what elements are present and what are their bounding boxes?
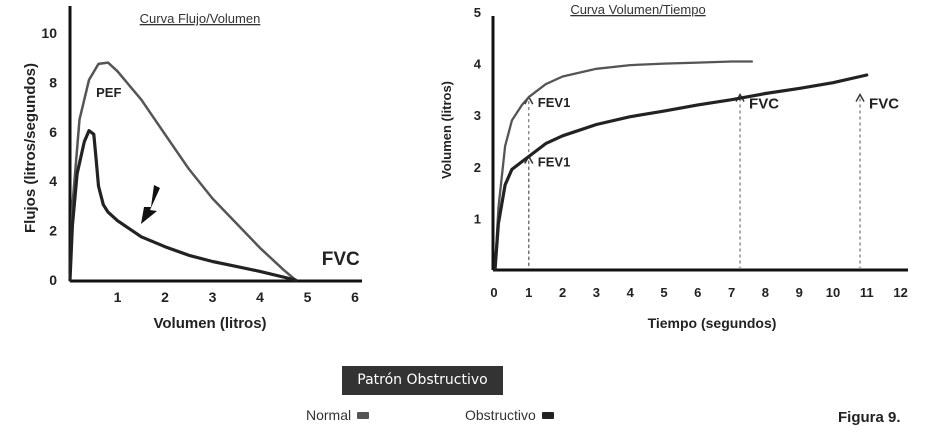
flow-volume-chart: Curva Flujo/Volumen Flujos (litros/segun… — [22, 6, 362, 332]
volume-time-chart: Curva Volumen/Tiempo Volumen (litros) Ti… — [439, 2, 908, 331]
volume-time-y-tick: 2 — [474, 160, 481, 175]
volume-time-fvc-label: FVC — [749, 96, 779, 113]
volume-time-x-tick: 4 — [627, 285, 635, 300]
volume-time-x-tick: 11 — [860, 285, 874, 300]
flow-volume-ylabel: Flujos (litros/segundos) — [22, 63, 39, 233]
figure-label: Figura 9. — [838, 409, 901, 426]
volume-time-x-tick: 10 — [826, 285, 840, 300]
volume-time-fev1-label: FEV1 — [538, 95, 571, 110]
flow-volume-title: Curva Flujo/Volumen — [140, 11, 261, 26]
obstruction-arrow-icon — [141, 185, 160, 224]
volume-time-y-tick: 5 — [474, 5, 481, 20]
figure-caption: Patrón Obstructivo — [342, 366, 503, 395]
volume-time-series-normal — [493, 60, 754, 272]
volume-time-fvc-label: FVC — [869, 96, 899, 113]
flow-volume-y-tick: 10 — [41, 25, 57, 41]
flow-volume-y-tick: 2 — [49, 223, 57, 239]
volume-time-xlabel: Tiempo (segundos) — [648, 315, 777, 331]
volume-time-x-tick: 2 — [559, 285, 566, 300]
volume-time-fev1-label: FEV1 — [538, 154, 571, 169]
volume-time-x-tick: 12 — [893, 285, 907, 300]
flow-volume-y-tick: 6 — [49, 124, 57, 140]
legend-item-obstructivo: Obstructivo — [465, 407, 554, 423]
flow-volume-fvc-label: FVC — [322, 249, 360, 270]
flow-volume-xlabel: Volumen (litros) — [153, 315, 266, 332]
flow-volume-x-tick: 6 — [351, 289, 359, 305]
flow-volume-x-tick: 2 — [161, 289, 169, 305]
flow-volume-x-tick: 4 — [256, 289, 264, 305]
legend-label-obstructivo: Obstructivo — [465, 407, 536, 423]
volume-time-x-tick: 8 — [762, 285, 769, 300]
volume-time-y-tick: 3 — [474, 108, 481, 123]
legend-label-normal: Normal — [306, 407, 352, 423]
legend-swatch-obstructivo — [541, 411, 554, 419]
volume-time-x-tick: 6 — [694, 285, 701, 300]
legend-swatch-normal — [357, 411, 370, 419]
volume-time-x-tick: 5 — [660, 285, 667, 300]
flow-volume-y-tick: 4 — [49, 173, 57, 189]
volume-time-x-tick: 0 — [490, 285, 497, 300]
flow-volume-y-tick: 8 — [49, 74, 57, 90]
volume-time-x-tick: 9 — [796, 285, 803, 300]
volume-time-x-tick: 1 — [525, 285, 532, 300]
flow-volume-y-tick: 0 — [49, 272, 57, 288]
volume-time-ylabel: Volumen (litros) — [439, 81, 454, 179]
flow-volume-pef-label: PEF — [96, 85, 121, 100]
legend-item-normal: Normal — [306, 407, 370, 423]
volume-time-x-tick: 3 — [593, 285, 600, 300]
flow-volume-series-obstructivo — [68, 129, 298, 282]
volume-time-x-tick: 7 — [728, 285, 735, 300]
flow-volume-x-tick: 3 — [209, 289, 217, 305]
volume-time-title: Curva Volumen/Tiempo — [570, 2, 705, 17]
flow-volume-x-tick: 1 — [114, 289, 122, 305]
flow-volume-series-normal — [68, 61, 297, 282]
volume-time-y-tick: 1 — [474, 211, 481, 226]
volume-time-series-obstructivo — [493, 73, 869, 272]
marker-arrow-icon — [855, 93, 865, 102]
flow-volume-x-tick: 5 — [304, 289, 312, 305]
volume-time-y-tick: 4 — [474, 57, 482, 72]
